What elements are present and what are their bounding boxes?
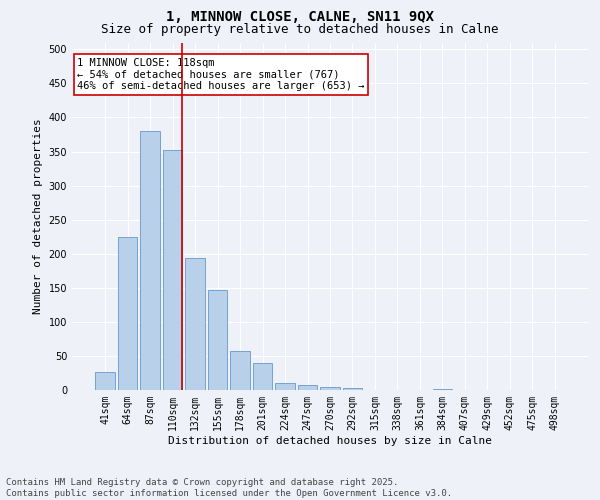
Bar bbox=[118, 236, 137, 390]
Bar bbox=[253, 362, 272, 390]
Bar bbox=[95, 372, 115, 390]
Bar bbox=[298, 384, 317, 390]
X-axis label: Distribution of detached houses by size in Calne: Distribution of detached houses by size … bbox=[168, 436, 492, 446]
Bar bbox=[230, 351, 250, 390]
Text: Size of property relative to detached houses in Calne: Size of property relative to detached ho… bbox=[101, 22, 499, 36]
Bar bbox=[320, 386, 340, 390]
Bar bbox=[185, 258, 205, 390]
Y-axis label: Number of detached properties: Number of detached properties bbox=[33, 118, 43, 314]
Text: 1, MINNOW CLOSE, CALNE, SN11 9QX: 1, MINNOW CLOSE, CALNE, SN11 9QX bbox=[166, 10, 434, 24]
Bar bbox=[208, 290, 227, 390]
Bar bbox=[343, 388, 362, 390]
Bar bbox=[163, 150, 182, 390]
Bar bbox=[275, 382, 295, 390]
Bar bbox=[140, 131, 160, 390]
Text: Contains HM Land Registry data © Crown copyright and database right 2025.
Contai: Contains HM Land Registry data © Crown c… bbox=[6, 478, 452, 498]
Text: 1 MINNOW CLOSE: 118sqm
← 54% of detached houses are smaller (767)
46% of semi-de: 1 MINNOW CLOSE: 118sqm ← 54% of detached… bbox=[77, 58, 365, 92]
